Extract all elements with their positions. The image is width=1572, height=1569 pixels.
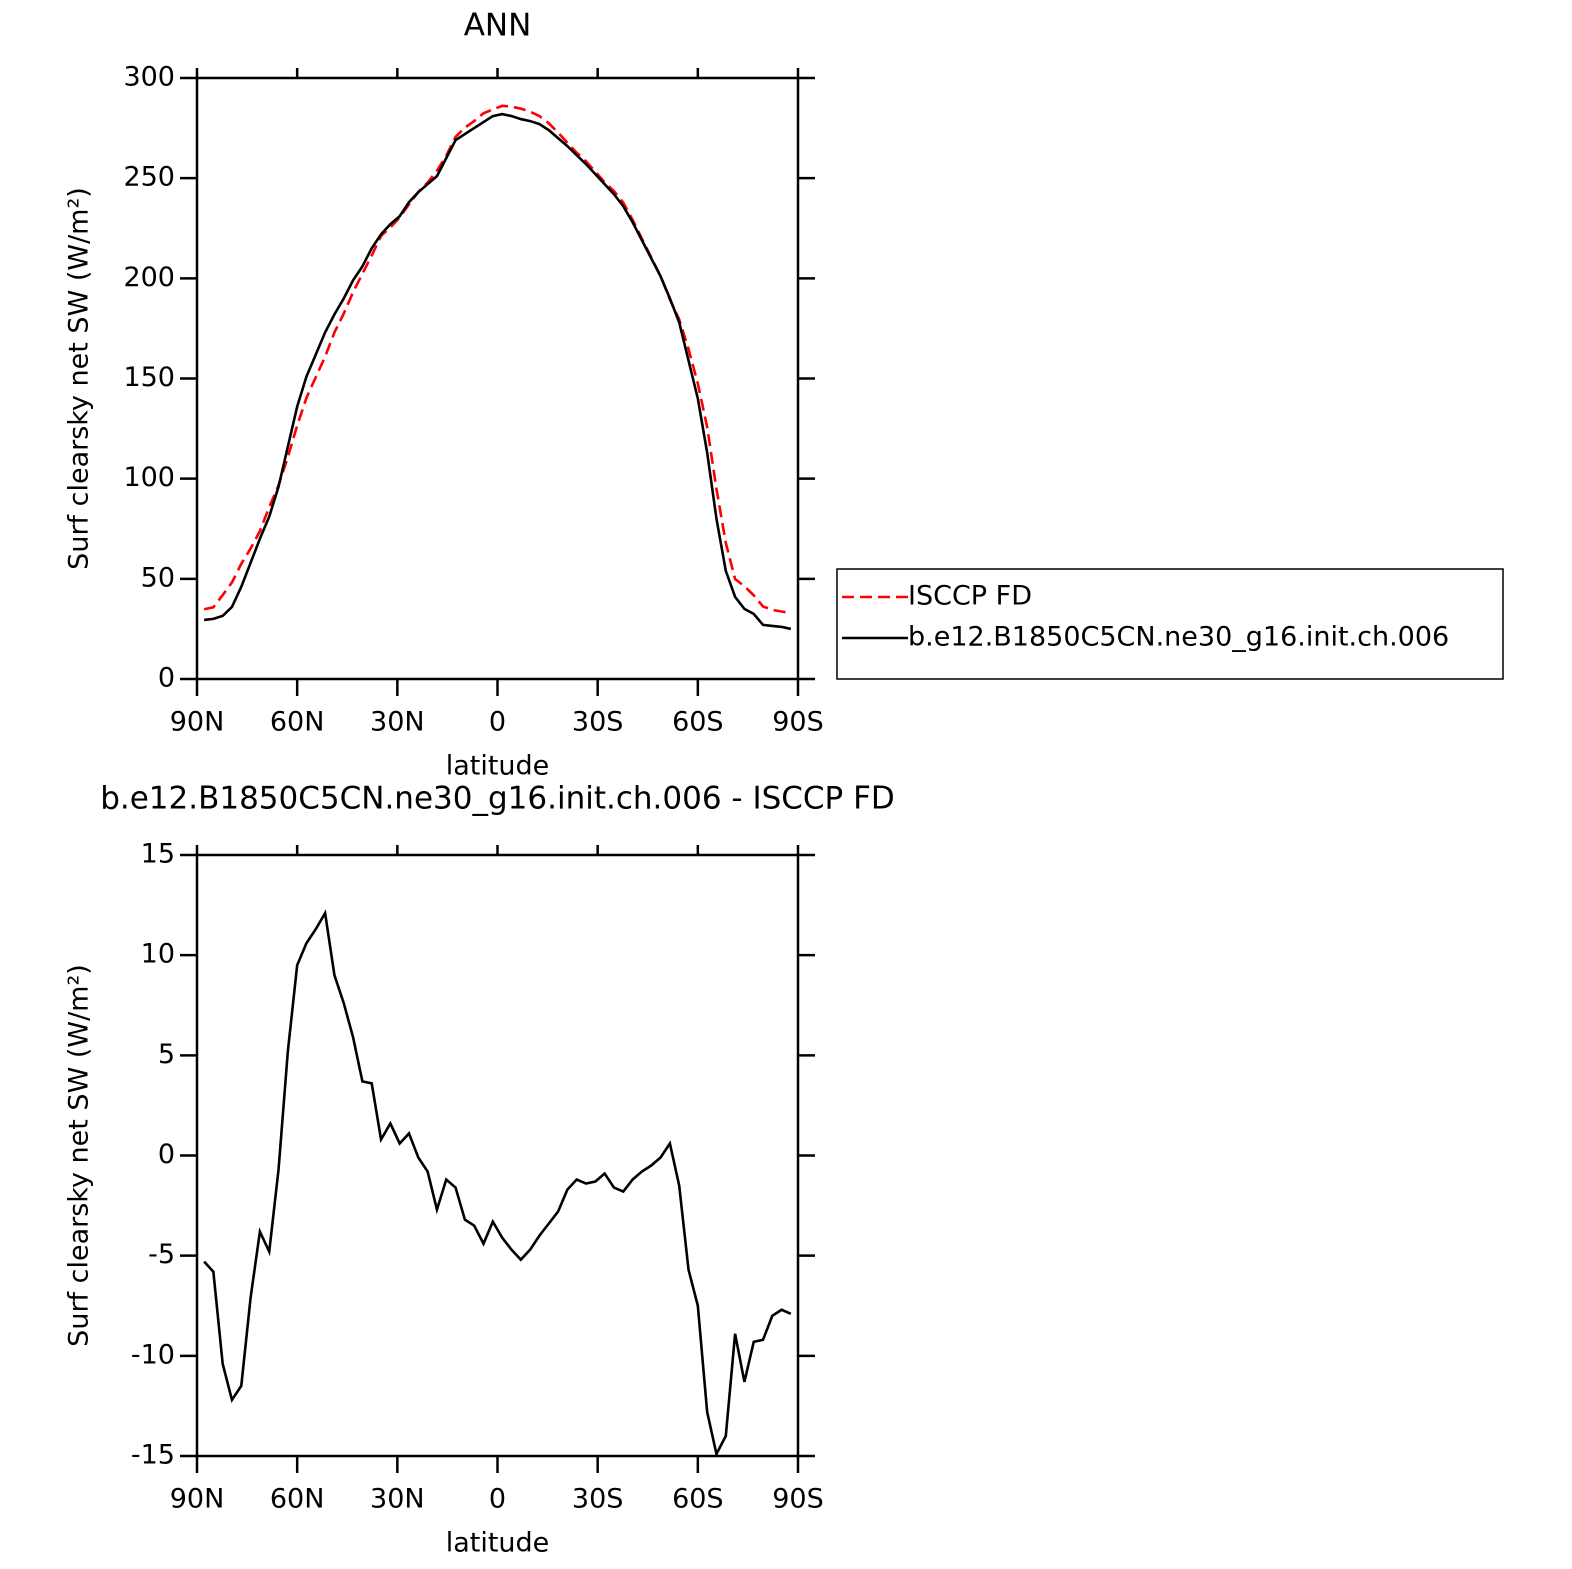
y-tick-label: 50 <box>141 562 175 593</box>
x-tick-label: 90N <box>170 707 225 738</box>
y-tick-label: 250 <box>123 162 175 193</box>
x-tick-label: 30S <box>572 707 624 738</box>
x-tick-label: 60N <box>270 707 325 738</box>
x-tick-label: 30N <box>370 707 425 738</box>
data-line <box>203 104 792 615</box>
data-line <box>203 909 792 1458</box>
legend-label: ISCCP FD <box>908 581 1032 612</box>
x-axis-label: latitude <box>446 1528 550 1559</box>
x-tick-label: 60N <box>270 1484 325 1515</box>
x-tick-label: 90N <box>170 1484 225 1515</box>
x-axis-label: latitude <box>446 751 550 782</box>
x-tick-label: 90S <box>772 1484 824 1515</box>
plot-frame <box>195 76 800 681</box>
x-tick-label: 30S <box>572 1484 624 1515</box>
y-axis-label: Surf clearsky net SW (W/m²) <box>64 187 95 570</box>
y-tick-label: 200 <box>123 262 175 293</box>
x-tick-label: 0 <box>489 1484 506 1515</box>
y-tick-label: 10 <box>141 939 175 970</box>
x-tick-label: 60S <box>672 707 724 738</box>
y-tick-label: 100 <box>123 462 175 493</box>
y-axis-label: Surf clearsky net SW (W/m²) <box>64 964 95 1347</box>
x-tick-label: 90S <box>772 707 824 738</box>
x-tick-label: 0 <box>489 707 506 738</box>
y-tick-label: 15 <box>141 839 175 870</box>
y-tick-label: 150 <box>123 362 175 393</box>
plot-frame <box>195 853 800 1458</box>
data-line <box>204 112 792 631</box>
x-tick-label: 60S <box>672 1484 724 1515</box>
x-tick-label: 30N <box>370 1484 425 1515</box>
chart-title: ANN <box>464 8 532 44</box>
y-tick-label: 300 <box>123 62 175 93</box>
legend-label: b.e12.B1850C5CN.ne30_g16.init.ch.006 <box>908 622 1449 653</box>
y-tick-label: 0 <box>158 1139 175 1170</box>
y-tick-label: -5 <box>148 1239 175 1270</box>
y-tick-label: -10 <box>131 1339 175 1370</box>
chart-title: b.e12.B1850C5CN.ne30_g16.init.ch.006 - I… <box>100 781 895 817</box>
y-tick-label: 5 <box>158 1039 175 1070</box>
legend-box <box>836 568 1504 680</box>
y-tick-label: 0 <box>158 663 175 694</box>
y-tick-label: -15 <box>131 1440 175 1471</box>
